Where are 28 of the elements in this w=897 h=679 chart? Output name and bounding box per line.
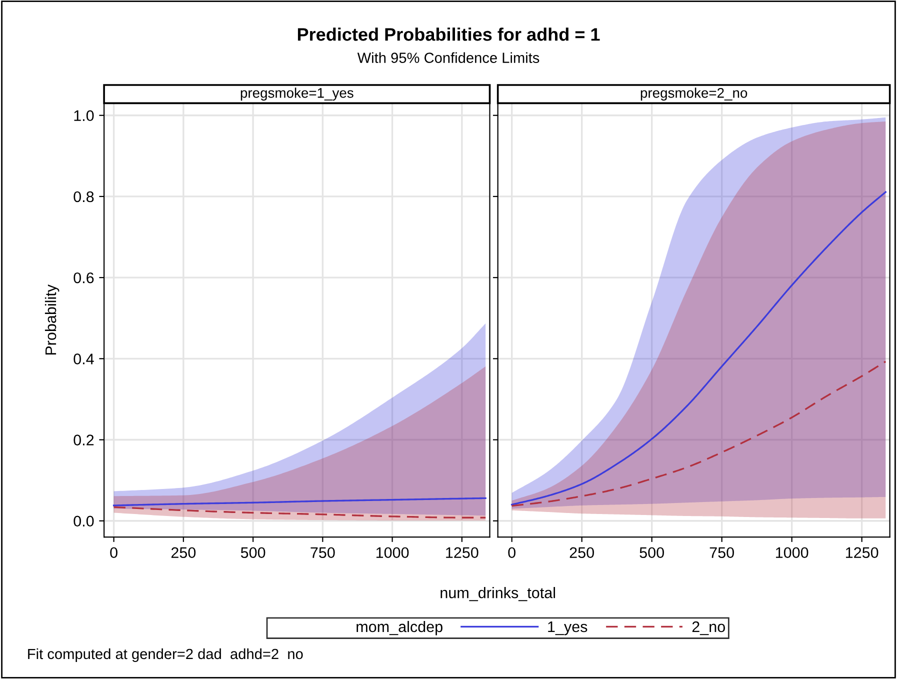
x-tick-label: 750: [310, 547, 335, 558]
x-tick-label: 1250: [446, 547, 478, 558]
chart-title: Predicted Probabilities for adhd = 1: [298, 28, 600, 41]
x-tick-label: 1000: [376, 547, 409, 558]
y-tick-label: 0.0: [74, 516, 94, 527]
text: pregsmoke=1_yes: [240, 88, 354, 101]
x-tick-label: 250: [570, 547, 594, 558]
y-tick-label: 0.8: [74, 191, 94, 202]
chart-subtitle: With 95% Confidence Limits: [357, 52, 540, 63]
legend-label: 1_yes: [548, 622, 588, 636]
x-tick-label: 750: [710, 547, 734, 558]
text: pregsmoke=2_no: [640, 88, 748, 101]
legend-label: 2_no: [692, 621, 725, 636]
y-axis-title: Probability: [44, 284, 60, 355]
y-tick-label: 0.2: [74, 434, 94, 446]
text: Fit computed at gender=2 dad adhd=2 no: [28, 648, 303, 662]
x-tick-label: 500: [640, 547, 664, 558]
x-tick-label: 1250: [846, 547, 878, 558]
x-tick-label: 500: [240, 547, 266, 558]
y-tick-label: 1.0: [74, 110, 94, 122]
y-tick-label: 0.6: [74, 272, 94, 284]
x-axis-title: num_drinks_total: [440, 587, 555, 602]
x-tick-label: 1000: [776, 547, 808, 558]
x-tick-label: 250: [171, 547, 196, 558]
x-tick-label: 0: [110, 547, 118, 558]
legend-title: mom_alcdep: [356, 620, 442, 636]
y-tick-label: 0.4: [74, 354, 94, 364]
x-tick-label: 0: [508, 547, 516, 558]
